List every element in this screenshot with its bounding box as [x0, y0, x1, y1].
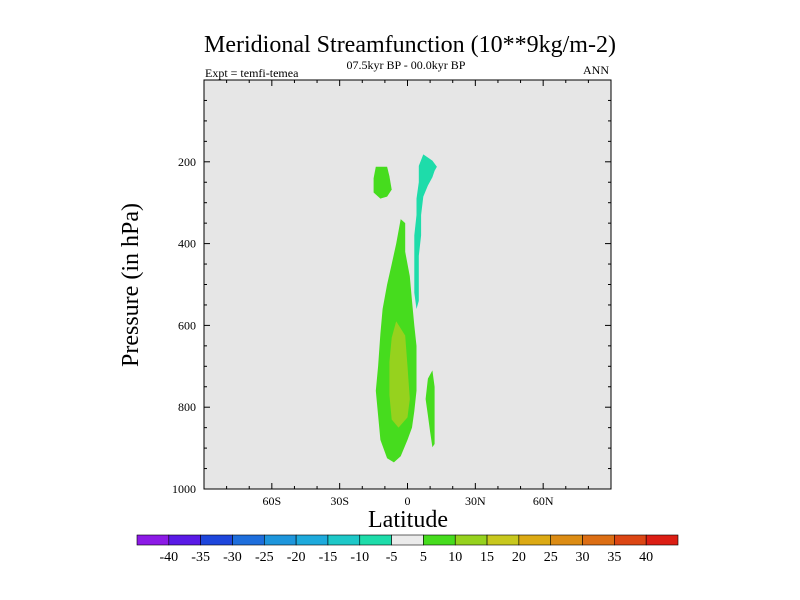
- season-label: ANN: [583, 63, 609, 77]
- colorbar-swatch: [486, 534, 520, 546]
- colorbar-swatch: [359, 534, 392, 546]
- axis-ticks: 60S 30S 0 30N 60N 200 400 600 800 1000: [172, 80, 611, 508]
- colorbar-swatch: [327, 534, 361, 546]
- contour-main-core-cell: [389, 321, 410, 428]
- colorbar-swatch: [263, 534, 297, 546]
- colorbar-label: 10: [448, 550, 462, 565]
- colorbar-swatch: [168, 534, 201, 546]
- colorbar-swatch: [295, 534, 329, 546]
- colorbar-label: 5: [420, 550, 427, 565]
- y-tick-label: 600: [178, 318, 196, 332]
- colorbar-swatch: [454, 534, 488, 546]
- colorbar-swatch: [423, 534, 456, 546]
- colorbar-label: 15: [480, 550, 494, 565]
- x-tick-label: 60N: [533, 494, 554, 508]
- colorbar-label: 25: [544, 550, 558, 565]
- contour-lower-positive-cell: [425, 370, 435, 448]
- x-tick-label: 0: [405, 494, 411, 508]
- colorbar-label: -5: [386, 550, 398, 565]
- contour-upper-positive-cell: [373, 166, 392, 199]
- x-tick-label: 30S: [330, 494, 349, 508]
- contour-upper-negative-cell: [414, 154, 437, 309]
- x-tick-label: 30N: [465, 494, 486, 508]
- colorbar-label: -15: [319, 550, 338, 565]
- colorbar-swatch: [200, 534, 233, 546]
- colorbar-label: -25: [255, 550, 274, 565]
- colorbar-swatch: [582, 534, 615, 546]
- colorbar-label: 35: [607, 550, 621, 565]
- colorbar-label: -40: [159, 550, 178, 565]
- y-tick-label: 200: [178, 155, 196, 169]
- experiment-label: Expt = temfi-temea: [205, 66, 299, 80]
- colorbar-label: -20: [287, 550, 306, 565]
- y-tick-label: 1000: [172, 482, 196, 496]
- colorbar-swatch: [232, 534, 265, 546]
- chart-title: Meridional Streamfunction (10**9kg/m-2): [204, 32, 616, 58]
- colorbar-swatch: [391, 534, 424, 546]
- colorbar-label: -30: [223, 550, 242, 565]
- colorbar-label: -35: [191, 550, 210, 565]
- x-tick-label: 60S: [262, 494, 281, 508]
- colorbar-swatch: [136, 534, 170, 546]
- colorbar-swatch: [518, 534, 552, 546]
- colorbar: -40 -35 -30 -25 -20 -15 -10 -5 5 10 15 20 25 30 35 40: [136, 534, 679, 565]
- y-tick-label: 400: [178, 237, 196, 251]
- period-label: 07.5kyr BP - 00.0kyr BP: [347, 58, 466, 72]
- colorbar-label: 40: [639, 550, 653, 565]
- colorbar-swatch: [550, 534, 583, 546]
- y-tick-label: 800: [178, 400, 196, 414]
- contour-regions: [373, 154, 437, 463]
- x-axis-label: Latitude: [368, 507, 448, 533]
- colorbar-swatch: [645, 534, 679, 546]
- y-axis-label: Pressure (in hPa): [118, 203, 144, 367]
- colorbar-swatch: [614, 534, 647, 546]
- colorbar-label: -10: [350, 550, 369, 565]
- colorbar-label: 20: [512, 550, 526, 565]
- colorbar-label: 30: [576, 550, 590, 565]
